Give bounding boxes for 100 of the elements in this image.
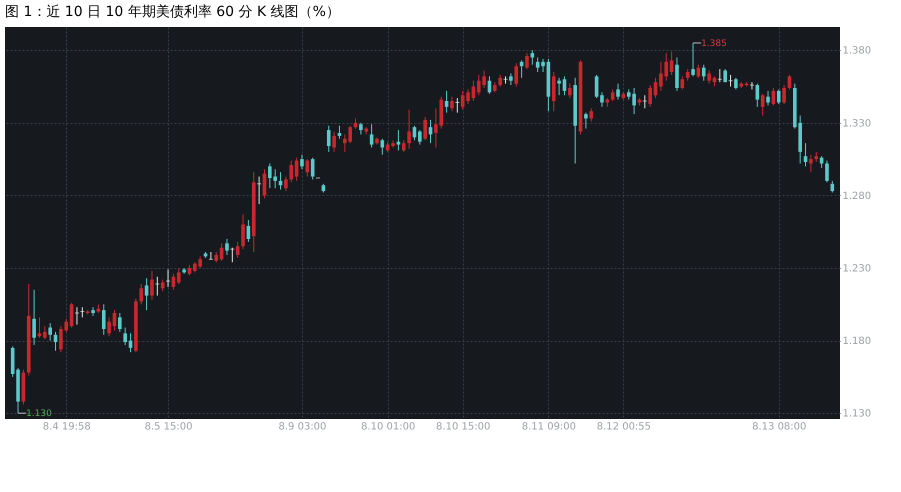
y-tick-label: 1.280 <box>842 190 872 202</box>
candlestick <box>214 252 218 263</box>
candlestick <box>208 252 213 260</box>
candlestick <box>144 278 148 311</box>
candlestick <box>241 214 245 250</box>
candlestick <box>80 306 84 318</box>
candlestick <box>118 312 122 332</box>
candlestick <box>370 124 374 148</box>
candlestick <box>809 154 813 173</box>
candlestick <box>642 94 647 109</box>
candlestick <box>332 131 336 152</box>
candlestick <box>814 151 818 163</box>
candlestick <box>514 62 518 88</box>
candlestick <box>825 160 829 183</box>
candlestick <box>310 157 314 180</box>
candlestick <box>396 130 400 151</box>
candlestick <box>102 304 106 336</box>
candlestick <box>632 87 636 115</box>
candlestick <box>380 138 384 156</box>
candlestick <box>160 279 164 292</box>
candlestick <box>407 109 411 150</box>
candlestick <box>616 83 620 100</box>
candlestick <box>273 168 277 189</box>
candlestick <box>434 108 438 148</box>
candlestick <box>54 331 58 352</box>
candlestick <box>348 125 352 144</box>
candlestick <box>354 118 358 130</box>
candlestick <box>230 247 234 263</box>
x-tick-label: 8.10 01:00 <box>361 422 416 432</box>
candlestick <box>530 50 534 66</box>
candlestick <box>675 56 679 92</box>
candlestick <box>702 64 706 82</box>
candlestick <box>176 268 181 284</box>
candlestick <box>236 241 240 258</box>
candlestick <box>664 52 668 82</box>
candlestick <box>268 162 272 189</box>
candlestick <box>488 76 492 94</box>
candlestick <box>493 82 497 93</box>
candlestick <box>760 93 764 116</box>
candlestick <box>476 74 481 96</box>
annotation: 1.385 <box>701 38 727 49</box>
x-tick-label: 8.12 00:55 <box>596 422 652 432</box>
candlestick <box>225 238 229 256</box>
candlestick <box>718 68 722 83</box>
candlestick <box>166 268 170 288</box>
candlestick <box>402 140 406 152</box>
x-tick-label: 8.4 19:58 <box>42 422 91 432</box>
candlestick <box>788 74 792 90</box>
candlestick <box>670 51 674 76</box>
x-tick-label: 8.13 08:00 <box>752 422 806 432</box>
candlestick <box>525 52 529 70</box>
candlestick <box>444 90 448 114</box>
candlestick <box>257 176 262 205</box>
candlestick <box>820 156 824 168</box>
candlestick <box>686 68 690 82</box>
y-tick-label: 1.180 <box>842 336 872 348</box>
candlestick <box>139 283 144 305</box>
x-tick-label: 8.10 15:00 <box>436 422 490 432</box>
candlestick <box>450 96 454 112</box>
candlestick <box>584 112 588 130</box>
candlestick <box>696 64 700 78</box>
candlestick <box>32 289 36 346</box>
candlestick <box>70 302 74 328</box>
candlestick <box>428 119 432 144</box>
candlestick <box>220 242 224 262</box>
candlestick <box>278 172 282 190</box>
candlestick <box>610 88 614 102</box>
candlestick <box>338 125 342 140</box>
candlestick <box>326 125 331 152</box>
candlestick <box>64 318 68 332</box>
candlestick <box>246 220 250 242</box>
candlestick <box>59 326 63 353</box>
candlestick <box>455 98 460 114</box>
candlestick <box>482 70 486 88</box>
candlestick <box>306 158 310 178</box>
y-tick-label: 1.130 <box>842 408 872 420</box>
candlestick <box>498 74 502 88</box>
candlestick <box>680 76 684 90</box>
candlestick <box>284 176 288 192</box>
y-tick-label: 1.330 <box>842 118 872 130</box>
candlestick <box>150 270 154 300</box>
candlestick <box>723 68 727 83</box>
candlestick <box>172 273 176 290</box>
y-tick-label: 1.380 <box>842 46 872 57</box>
candlestick <box>300 154 304 170</box>
candlestick <box>750 82 754 90</box>
candlestick <box>198 256 202 269</box>
candlestick <box>568 83 572 99</box>
candlestick <box>74 306 79 326</box>
candlestick <box>782 84 786 104</box>
chart-title: 图 1：近 10 日 10 年期美债利率 60 分 K 线图（%） <box>5 4 340 20</box>
candlestick <box>766 90 770 106</box>
candlestick <box>691 42 695 77</box>
candlestick <box>830 180 834 194</box>
candlestick <box>262 168 266 199</box>
candlestick <box>734 77 738 90</box>
candlestick <box>772 87 776 106</box>
x-tick-label: 8.11 09:00 <box>522 422 576 432</box>
candlestick <box>756 83 760 108</box>
x-tick-label: 8.9 03:00 <box>278 422 326 432</box>
